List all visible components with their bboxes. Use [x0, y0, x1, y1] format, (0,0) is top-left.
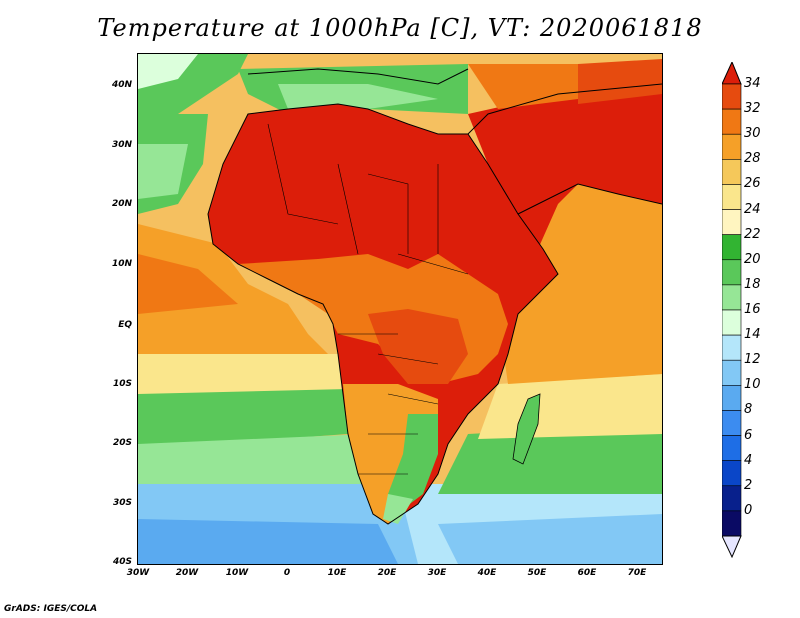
south-indian-green — [438, 424, 662, 494]
north-atlantic-cold — [138, 54, 198, 89]
lon-label-40e: 40E — [477, 568, 497, 578]
colorbar-label: 18 — [744, 276, 761, 292]
colorbar-segment — [722, 510, 742, 537]
colorbar-label: 4 — [744, 452, 753, 468]
southern-ocean-east-cold — [438, 514, 662, 564]
canary-current-inner — [138, 144, 188, 199]
colorbar-label: 8 — [744, 402, 753, 418]
colorbar-label: 22 — [744, 226, 761, 242]
lat-label-30n: 30N — [111, 140, 132, 150]
colorbar-label: 24 — [744, 201, 761, 217]
lat-label-20s: 20S — [112, 438, 132, 448]
colorbar-segment — [722, 309, 742, 336]
mediterranean-inner — [278, 84, 438, 109]
temperature-field — [138, 54, 662, 564]
lon-label-30w: 30W — [126, 568, 150, 578]
colorbar-label: 30 — [744, 126, 761, 142]
lat-label-10s: 10S — [112, 379, 132, 389]
middle-east-coastline — [467, 83, 662, 135]
colorbar-segment — [722, 133, 742, 160]
lat-label-40s: 40S — [112, 557, 132, 567]
lon-label-20w: 20W — [175, 568, 199, 578]
anatolia-warm — [468, 64, 578, 109]
colorbar-label: 20 — [744, 251, 761, 267]
temperature-map — [137, 53, 663, 565]
madagascar — [512, 393, 541, 465]
colorbar-segment — [722, 284, 742, 311]
colorbar-label: 10 — [744, 377, 761, 393]
south-indian-yellow — [478, 374, 662, 439]
colorbar-segment — [722, 460, 742, 487]
arabia-hot — [468, 84, 662, 249]
tropical-atlantic — [138, 224, 328, 354]
colorbar-segment — [722, 435, 742, 461]
colorbar-bottom-arrow — [722, 535, 742, 558]
colorbar-segment — [722, 485, 742, 512]
colorbar-label: 0 — [744, 502, 753, 518]
southeast-africa-cool — [388, 414, 438, 509]
colorbar — [722, 62, 742, 558]
lat-label-10n: 10N — [111, 259, 132, 269]
colorbar-label: 26 — [744, 176, 761, 192]
congo-hot — [368, 309, 468, 384]
colorbar-segment — [722, 159, 742, 185]
lon-label-50e: 50E — [527, 568, 547, 578]
colorbar-segment — [722, 83, 742, 110]
colorbar-segment — [722, 385, 742, 411]
africa-coastline — [207, 103, 559, 525]
colorbar-label: 28 — [744, 151, 761, 167]
lon-label-30e: 30E — [427, 568, 447, 578]
colorbar-segment — [722, 359, 742, 386]
colorbar-label: 6 — [744, 427, 753, 443]
lon-label-20e: 20E — [377, 568, 397, 578]
cape-cool — [383, 494, 413, 524]
colorbar-top-arrow — [722, 62, 742, 85]
lat-label-40n: 40N — [111, 80, 132, 90]
arabian-coastline — [517, 183, 662, 215]
grads-credit: GrADS: IGES/COLA — [4, 604, 98, 614]
tropical-atlantic-warm — [138, 254, 238, 314]
colorbar-label: 34 — [744, 76, 761, 91]
colorbar-label: 2 — [744, 477, 753, 493]
lat-label-eq: EQ — [118, 320, 132, 330]
colorbar-segment — [722, 410, 742, 436]
colorbar-segment — [722, 234, 742, 261]
south-atlantic-light — [138, 434, 398, 494]
colorbar-label: 32 — [744, 101, 761, 117]
map-title: Temperature at 1000hPa [C], VT: 20200618… — [97, 14, 703, 42]
europe-coastline — [247, 68, 469, 85]
lat-label-20n: 20N — [111, 199, 132, 209]
lon-label-70e: 70E — [627, 568, 647, 578]
south-atlantic-green — [138, 389, 348, 449]
colorbar-label: 16 — [744, 302, 761, 317]
colorbar-segment — [722, 259, 742, 286]
colorbar-segment — [722, 184, 742, 210]
colorbar-segment — [722, 108, 742, 135]
lon-label-10w: 10W — [225, 568, 249, 578]
southern-ocean-west-cold — [138, 519, 398, 564]
lat-label-30s: 30S — [112, 498, 132, 508]
colorbar-segment — [722, 334, 742, 361]
lon-label-0: 0 — [283, 568, 291, 578]
iran-warm — [578, 59, 662, 104]
lon-label-60e: 60E — [577, 568, 597, 578]
colorbar-segment — [722, 209, 742, 235]
lon-label-10e: 10E — [327, 568, 347, 578]
colorbar-label: 12 — [744, 352, 761, 368]
colorbar-label: 14 — [744, 327, 761, 343]
country-borders — [267, 123, 469, 475]
